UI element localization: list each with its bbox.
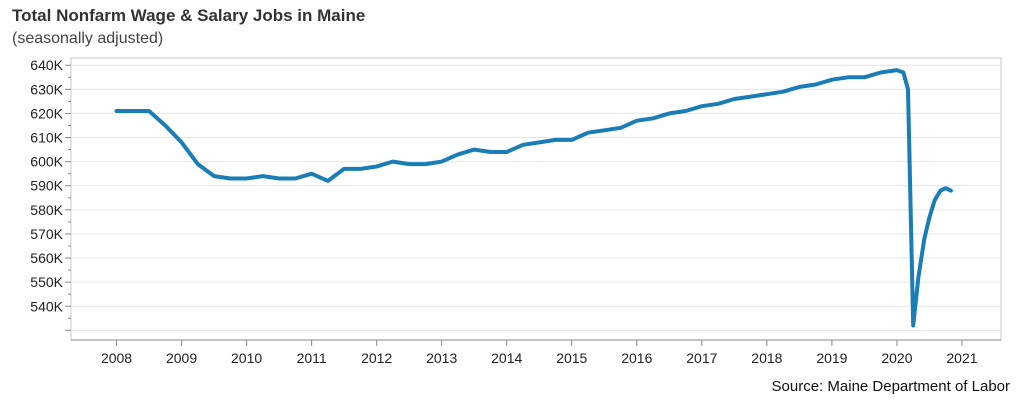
plot-frame — [70, 57, 1002, 341]
x-tick-label: 2012 — [361, 350, 392, 366]
chart-title: Total Nonfarm Wage & Salary Jobs in Main… — [12, 6, 366, 25]
x-tick-label: 2011 — [297, 350, 327, 366]
x-tick-label: 2017 — [686, 350, 717, 366]
x-axis: 2008 2009 2010 2011 2012 2013 2014 2015 2016 2017… — [71, 339, 1001, 366]
x-tick-label: 2014 — [491, 350, 522, 366]
x-tick-label: 2013 — [426, 350, 457, 366]
x-tick-label: 2021 — [946, 350, 977, 366]
y-tick-label: 630K — [30, 81, 63, 97]
y-tick-label: 570K — [30, 226, 63, 242]
x-tick-label: 2018 — [751, 350, 782, 366]
y-tick-label: 610K — [30, 130, 63, 146]
x-tick-label: 2010 — [231, 350, 262, 366]
x-tick-label: 2009 — [166, 350, 197, 366]
series-line — [114, 68, 953, 328]
series-layer — [114, 68, 953, 328]
x-tick-label: 2015 — [556, 350, 587, 366]
y-tick-label: 620K — [30, 105, 63, 121]
y-tick-label: 550K — [30, 274, 63, 290]
y-tick-label: 540K — [30, 298, 63, 314]
y-tick-label: 560K — [30, 250, 63, 266]
chart-subtitle: (seasonally adjusted) — [12, 30, 164, 47]
y-axis: 540K 550K 560K 570K 580K 590K 600K 610K 620K 630K… — [30, 57, 71, 331]
x-tick-label: 2020 — [881, 350, 912, 366]
y-tick-label: 590K — [30, 178, 63, 194]
x-tick-label: 2019 — [816, 350, 847, 366]
x-tick-label: 2016 — [621, 350, 652, 366]
y-tick-label: 640K — [30, 57, 63, 73]
gridlines — [71, 64, 1001, 331]
source-note: Source: Maine Department of Labor — [771, 378, 1010, 395]
x-tick-label: 2008 — [101, 350, 132, 366]
y-tick-label: 580K — [30, 202, 63, 218]
y-tick-label: 600K — [30, 154, 63, 170]
